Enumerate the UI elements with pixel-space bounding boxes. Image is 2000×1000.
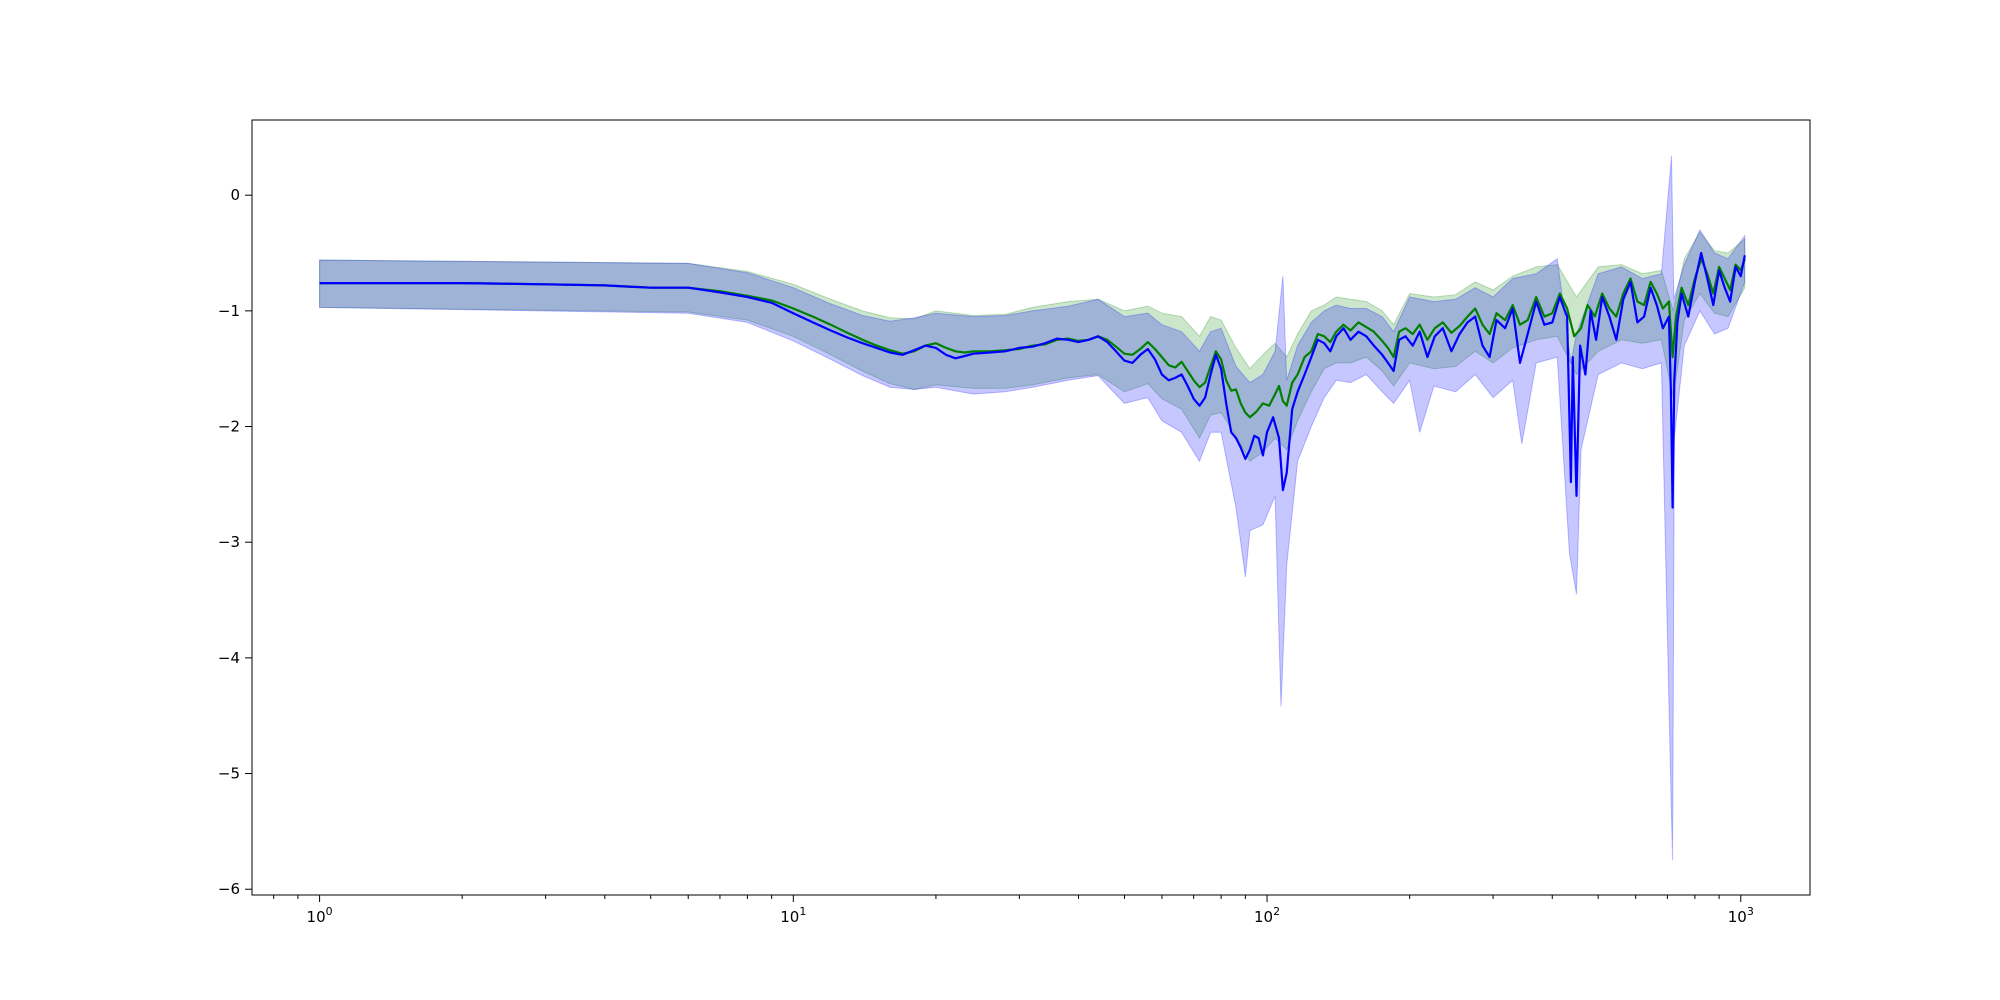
y-tick-label: −2: [218, 418, 240, 436]
confidence-band-2: [319, 155, 1746, 861]
x-tick-label: 102: [1254, 905, 1280, 926]
y-axis: 0 −1 −2 −3 −4 −5 −6: [218, 186, 252, 898]
y-tick-label: −1: [218, 302, 240, 320]
series-line-1: [319, 257, 1746, 419]
confidence-bands: [319, 155, 1746, 861]
series-lines: [319, 251, 1746, 509]
y-tick-label: −4: [218, 649, 240, 667]
y-tick-label: −6: [218, 880, 240, 898]
x-tick-label: 101: [780, 905, 806, 926]
x-tick-label: 103: [1728, 905, 1754, 926]
y-tick-label: 0: [230, 186, 240, 204]
series-line-2: [319, 251, 1746, 509]
y-tick-label: −5: [218, 765, 240, 783]
x-tick-label: 100: [307, 905, 333, 926]
y-tick-label: −3: [218, 533, 240, 551]
x-axis: 100 101 102 103: [273, 895, 1754, 926]
plot-area-frame: [251, 119, 1811, 896]
